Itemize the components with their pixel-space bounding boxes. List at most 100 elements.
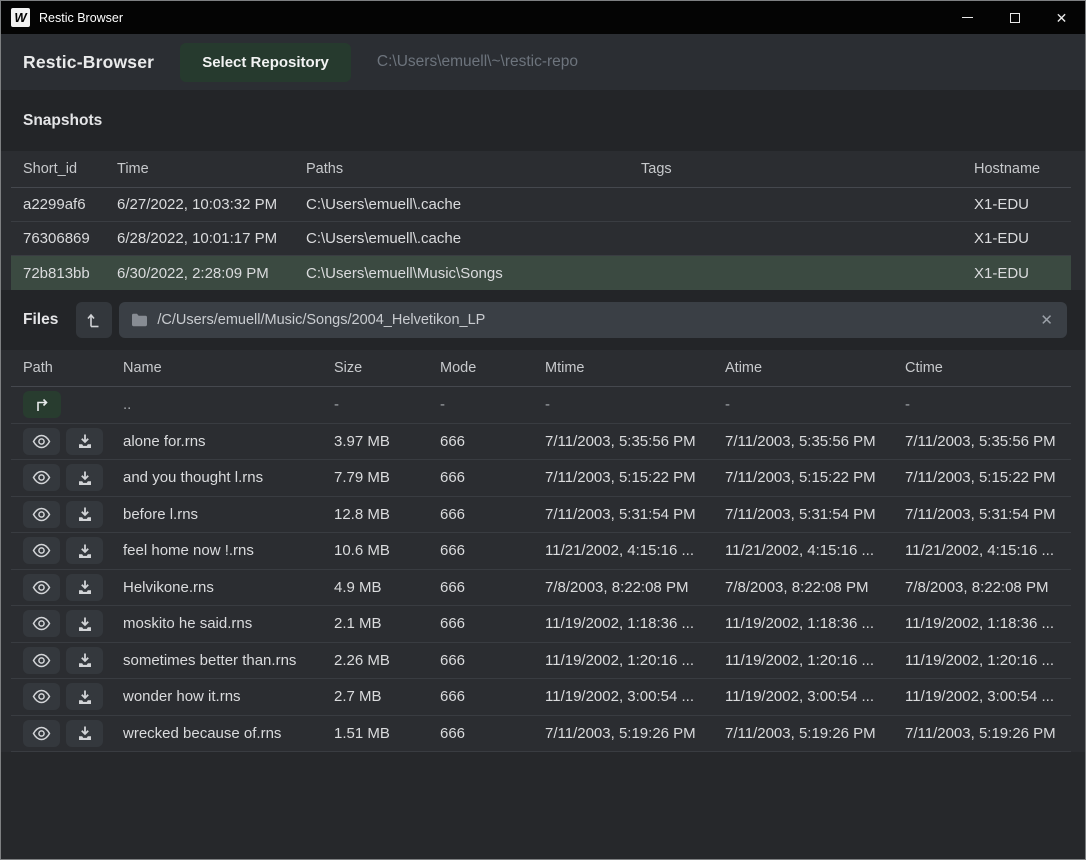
file-atime: 11/19/2002, 1:18:36 ... bbox=[725, 615, 905, 632]
file-mtime: 7/11/2003, 5:35:56 PM bbox=[545, 433, 725, 450]
eye-icon bbox=[32, 689, 51, 704]
snapshot-row[interactable]: a2299af66/27/2022, 10:03:32 PMC:\Users\e… bbox=[11, 188, 1071, 222]
clear-path-button[interactable]: ✕ bbox=[1038, 311, 1055, 329]
up-directory-icon bbox=[85, 311, 103, 329]
parent-directory-button[interactable] bbox=[23, 391, 61, 418]
parent-row-actions bbox=[23, 391, 123, 418]
snapshot-hostname: X1-EDU bbox=[974, 196, 1067, 213]
parent-directory-icon bbox=[33, 397, 51, 413]
file-mode: 666 bbox=[440, 579, 545, 596]
file-atime: 11/19/2002, 3:00:54 ... bbox=[725, 688, 905, 705]
download-file-button[interactable] bbox=[66, 464, 103, 491]
file-size: 3.97 MB bbox=[334, 433, 440, 450]
file-mode: 666 bbox=[440, 688, 545, 705]
file-atime: 7/11/2003, 5:35:56 PM bbox=[725, 433, 905, 450]
download-file-button[interactable] bbox=[66, 574, 103, 601]
download-icon bbox=[77, 433, 93, 449]
file-row: before l.rns12.8 MB6667/11/2003, 5:31:54… bbox=[11, 497, 1071, 534]
file-row-actions bbox=[23, 610, 123, 637]
download-file-button[interactable] bbox=[66, 537, 103, 564]
file-row-actions bbox=[23, 683, 123, 710]
file-mtime: 11/19/2002, 1:20:16 ... bbox=[545, 652, 725, 669]
file-mode: 666 bbox=[440, 615, 545, 632]
snapshot-hostname: X1-EDU bbox=[974, 230, 1067, 247]
preview-file-button[interactable] bbox=[23, 720, 60, 747]
column-header-hostname: Hostname bbox=[974, 161, 1067, 177]
minimize-button[interactable] bbox=[944, 1, 991, 34]
maximize-button[interactable] bbox=[991, 1, 1038, 34]
column-header-atime: Atime bbox=[725, 360, 905, 376]
preview-file-button[interactable] bbox=[23, 610, 60, 637]
file-ctime: 7/8/2003, 8:22:08 PM bbox=[905, 579, 1067, 596]
toolbar: Restic-Browser Select Repository C:\User… bbox=[1, 34, 1085, 90]
snapshot-short-id: a2299af6 bbox=[23, 196, 117, 213]
preview-file-button[interactable] bbox=[23, 683, 60, 710]
preview-file-button[interactable] bbox=[23, 574, 60, 601]
preview-file-button[interactable] bbox=[23, 464, 60, 491]
download-icon bbox=[77, 616, 93, 632]
snapshot-row[interactable]: 763068696/28/2022, 10:01:17 PMC:\Users\e… bbox=[11, 222, 1071, 256]
column-header-paths: Paths bbox=[306, 161, 641, 177]
app-icon: W bbox=[11, 8, 30, 27]
file-name: feel home now !.rns bbox=[123, 542, 334, 559]
file-row: wonder how it.rns2.7 MB66611/19/2002, 3:… bbox=[11, 679, 1071, 716]
preview-file-button[interactable] bbox=[23, 501, 60, 528]
snapshot-paths: C:\Users\emuell\.cache bbox=[306, 196, 641, 213]
file-atime: - bbox=[725, 396, 905, 413]
maximize-icon bbox=[1010, 13, 1020, 23]
file-size: 2.1 MB bbox=[334, 615, 440, 632]
preview-file-button[interactable] bbox=[23, 428, 60, 455]
file-size: 12.8 MB bbox=[334, 506, 440, 523]
snapshots-table-header: Short_id Time Paths Tags Hostname bbox=[11, 151, 1071, 188]
eye-icon bbox=[32, 726, 51, 741]
folder-icon bbox=[131, 313, 148, 327]
column-header-mtime: Mtime bbox=[545, 360, 725, 376]
minimize-icon bbox=[962, 17, 973, 19]
column-header-short-id: Short_id bbox=[23, 161, 117, 177]
snapshots-heading: Snapshots bbox=[23, 112, 102, 130]
repository-path: C:\Users\emuell\~\restic-repo bbox=[377, 53, 578, 71]
file-row-actions bbox=[23, 428, 123, 455]
up-directory-button[interactable] bbox=[76, 302, 112, 338]
download-file-button[interactable] bbox=[66, 683, 103, 710]
file-row-actions bbox=[23, 537, 123, 564]
column-header-name: Name bbox=[123, 360, 334, 376]
download-file-button[interactable] bbox=[66, 720, 103, 747]
file-ctime: 11/19/2002, 3:00:54 ... bbox=[905, 688, 1067, 705]
file-mode: - bbox=[440, 396, 545, 413]
file-mtime: 7/11/2003, 5:19:26 PM bbox=[545, 725, 725, 742]
eye-icon bbox=[32, 616, 51, 631]
file-row-actions bbox=[23, 720, 123, 747]
file-ctime: 7/11/2003, 5:19:26 PM bbox=[905, 725, 1067, 742]
snapshot-paths: C:\Users\emuell\Music\Songs bbox=[306, 265, 641, 282]
download-file-button[interactable] bbox=[66, 610, 103, 637]
file-ctime: 11/19/2002, 1:18:36 ... bbox=[905, 615, 1067, 632]
snapshot-row[interactable]: 72b813bb6/30/2022, 2:28:09 PMC:\Users\em… bbox=[11, 256, 1071, 290]
files-heading: Files bbox=[23, 311, 58, 329]
download-file-button[interactable] bbox=[66, 501, 103, 528]
file-ctime: 7/11/2003, 5:35:56 PM bbox=[905, 433, 1067, 450]
download-file-button[interactable] bbox=[66, 647, 103, 674]
download-icon bbox=[77, 579, 93, 595]
eye-icon bbox=[32, 507, 51, 522]
close-icon: ✕ bbox=[1056, 11, 1068, 25]
file-atime: 7/11/2003, 5:31:54 PM bbox=[725, 506, 905, 523]
preview-file-button[interactable] bbox=[23, 537, 60, 564]
file-mode: 666 bbox=[440, 506, 545, 523]
path-input[interactable] bbox=[157, 312, 1029, 328]
file-ctime: 11/19/2002, 1:20:16 ... bbox=[905, 652, 1067, 669]
preview-file-button[interactable] bbox=[23, 647, 60, 674]
file-mode: 666 bbox=[440, 469, 545, 486]
app-name: Restic-Browser bbox=[23, 52, 154, 73]
file-row-actions bbox=[23, 501, 123, 528]
download-file-button[interactable] bbox=[66, 428, 103, 455]
column-header-time: Time bbox=[117, 161, 306, 177]
files-table-header: Path Name Size Mode Mtime Atime Ctime bbox=[11, 350, 1071, 387]
download-icon bbox=[77, 506, 93, 522]
close-button[interactable]: ✕ bbox=[1038, 1, 1085, 34]
app-window: W Restic Browser ✕ Restic-Browser Select… bbox=[0, 0, 1086, 860]
file-size: 2.7 MB bbox=[334, 688, 440, 705]
file-row-actions bbox=[23, 647, 123, 674]
select-repository-button[interactable]: Select Repository bbox=[180, 43, 351, 82]
file-row-actions bbox=[23, 574, 123, 601]
